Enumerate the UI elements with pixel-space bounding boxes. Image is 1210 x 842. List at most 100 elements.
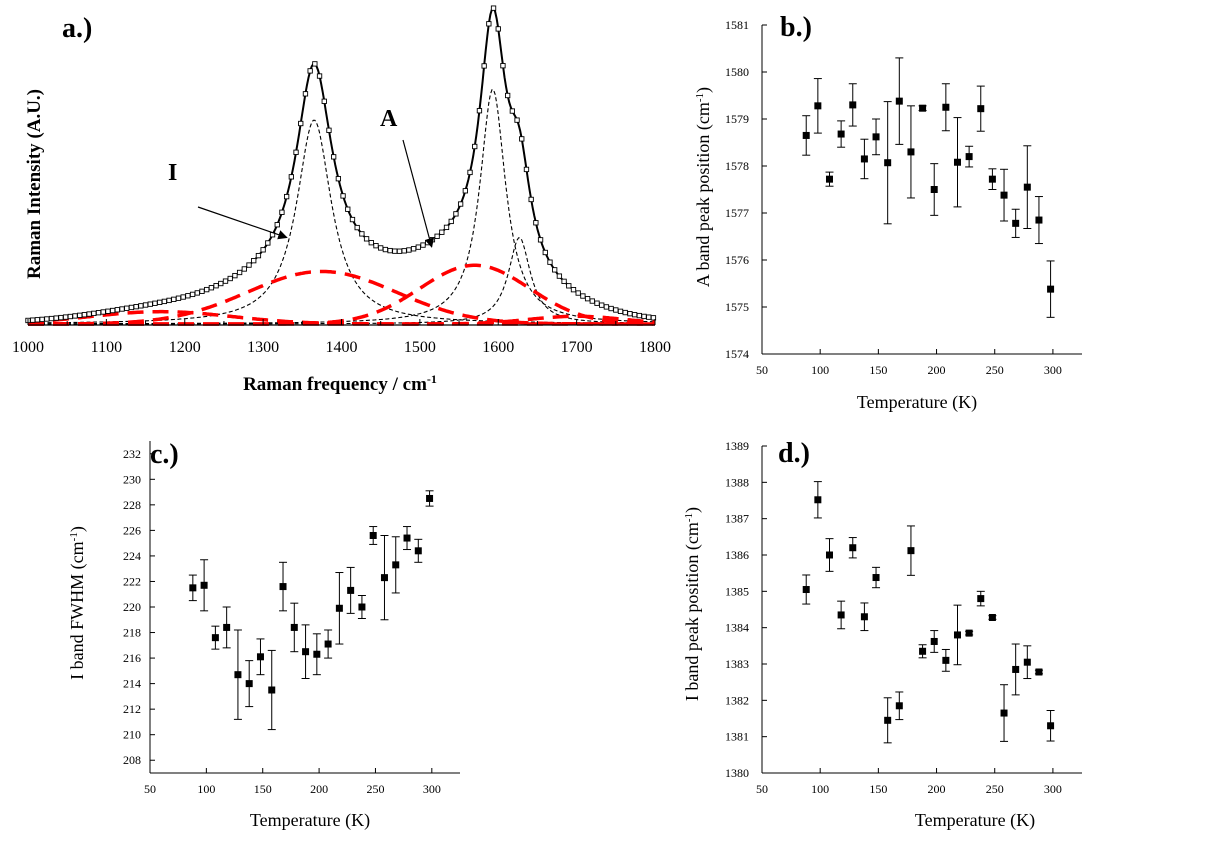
panel-c-x-tick-label: 100 [197, 782, 215, 796]
panel-a-data-point [500, 63, 506, 69]
panel-a-x-tick-label: 1200 [169, 339, 201, 356]
panel-c-data-point [414, 538, 423, 563]
panel-c-data-point [357, 595, 366, 619]
panel-d-y-tick-label: 1381 [725, 730, 749, 744]
panel-a-data-point [345, 206, 351, 212]
panel-c-marker [313, 650, 321, 658]
panel-a-data-point [533, 220, 539, 226]
panel-a-data-point [194, 290, 200, 296]
panel-c-data-point [380, 534, 389, 621]
panel-c-marker [335, 604, 343, 612]
panel-a-data-point [490, 5, 497, 11]
panel-d-data-point [1034, 668, 1043, 676]
panel-b-data-point [848, 83, 857, 127]
panel-d-marker [884, 716, 892, 724]
panel-d-y-tick-label: 1382 [725, 693, 749, 707]
panel-a-data-point [189, 291, 196, 298]
panel-c-y-tick-label: 212 [123, 702, 141, 716]
panel-a-data-point [453, 211, 459, 217]
panel-b-plot: 1574 1575 1576 1577 1578 1579 1580 1581 50 100 150… [725, 18, 1082, 377]
panel-b-x-tick-label: 300 [1044, 363, 1062, 377]
panel-b-y-tick-label: 1575 [725, 300, 749, 314]
panel-d-y-tick-label: 1383 [725, 657, 749, 671]
panel-a-data-point [142, 302, 149, 308]
panel-a-x-axis-title: Raman frequency / cm-1 [243, 372, 437, 395]
panel-a-data-point [495, 26, 501, 32]
panel-a-data-point [561, 278, 567, 285]
panel-b-data-point [895, 57, 904, 145]
panel-c-data-point [346, 566, 355, 614]
panel-a-data-point [603, 304, 610, 310]
panel-d-x-tick-label: 300 [1044, 782, 1062, 796]
panel-a-data-point [185, 293, 191, 299]
panel-c-x-tick-label: 200 [310, 782, 328, 796]
panel-a-data-point [396, 248, 403, 254]
panel-a-data-point [119, 306, 125, 312]
panel-a-annotation-A: A [380, 106, 398, 132]
panel-c-marker [234, 671, 242, 679]
panel-b-data-point [1023, 145, 1032, 230]
panel-a-data-point [152, 300, 158, 306]
panel-a-data-point [439, 229, 445, 235]
panel-c-marker [358, 603, 366, 611]
panel-d-marker [1035, 668, 1043, 676]
panel-b-y-tick-label: 1581 [725, 18, 749, 32]
panel-d-data-point [895, 691, 904, 721]
panel-d-y-tick-label: 1384 [725, 621, 749, 635]
panel-a-data-point [589, 298, 595, 304]
panel-a-data-point [575, 290, 581, 296]
panel-a-data-point [509, 108, 516, 114]
panel-d-x-tick-label: 100 [811, 782, 829, 796]
panel-a-data-point [246, 262, 252, 268]
panel-c-data-point [256, 638, 265, 676]
panel-a-component-peak-1 [28, 119, 655, 324]
panel-a-x-tick-label: 1600 [482, 339, 514, 356]
panel-c-marker [380, 574, 388, 582]
panel-a-data-point [378, 245, 384, 251]
panel-b-y-tick-label: 1579 [725, 112, 749, 126]
panel-b-a-band-position: b.) 1574 1575 1576 1577 1578 1579 1580 1581 50 10… [693, 12, 1082, 413]
panel-c-label: c.) [150, 439, 179, 470]
panel-a-x-tick-label: 1300 [247, 339, 279, 356]
panel-d-y-tick-label: 1389 [725, 439, 749, 453]
panel-a-data-point [166, 297, 172, 304]
panel-a-data-point [584, 296, 591, 302]
panel-c-data-point [391, 536, 400, 594]
panel-a-data-point [30, 317, 36, 323]
panel-d-x-tick-label: 200 [928, 782, 946, 796]
panel-a-data-point [552, 267, 558, 273]
panel-b-y-tick-label: 1578 [725, 159, 749, 173]
panel-d-marker [965, 629, 973, 637]
panel-b-data-point [906, 105, 915, 199]
panel-d-marker [837, 611, 845, 619]
panel-c-plot: 208 210 212 214 216 218 220 222 224 226 228 230 232 5… [123, 441, 460, 796]
panel-c-marker [268, 686, 276, 694]
panel-a-data-point [48, 315, 55, 322]
panel-b-data-point [1034, 196, 1043, 245]
panel-d-data-point [965, 629, 974, 637]
panel-a-data-point [542, 249, 548, 256]
panel-a-data-point [161, 298, 168, 305]
panel-b-data-point [976, 85, 985, 132]
panel-a-data-point [528, 196, 534, 203]
panel-b-marker [907, 148, 915, 156]
panel-d-y-tick-label: 1380 [725, 766, 749, 780]
panel-a-data-point [608, 305, 614, 312]
panel-c-y-tick-label: 214 [123, 677, 141, 691]
panel-b-data-point [941, 83, 950, 132]
panel-a-data-point [293, 149, 299, 155]
panel-d-data-point [1046, 710, 1055, 742]
panel-c-marker [414, 547, 422, 555]
panel-a-data-point [622, 309, 628, 316]
panel-a-x-tick-label: 1400 [326, 339, 358, 356]
panel-a-data-point [406, 247, 412, 253]
panel-b-data-point [953, 117, 962, 208]
panel-b-data-point [965, 145, 974, 168]
panel-a-data-point [62, 314, 69, 320]
panel-c-x-tick-label: 250 [366, 782, 384, 796]
panel-a-data-point [401, 248, 407, 254]
panel-d-marker [907, 547, 915, 555]
panel-c-data-point [425, 490, 434, 507]
panel-b-marker [895, 97, 903, 105]
panel-d-data-point [930, 630, 939, 653]
